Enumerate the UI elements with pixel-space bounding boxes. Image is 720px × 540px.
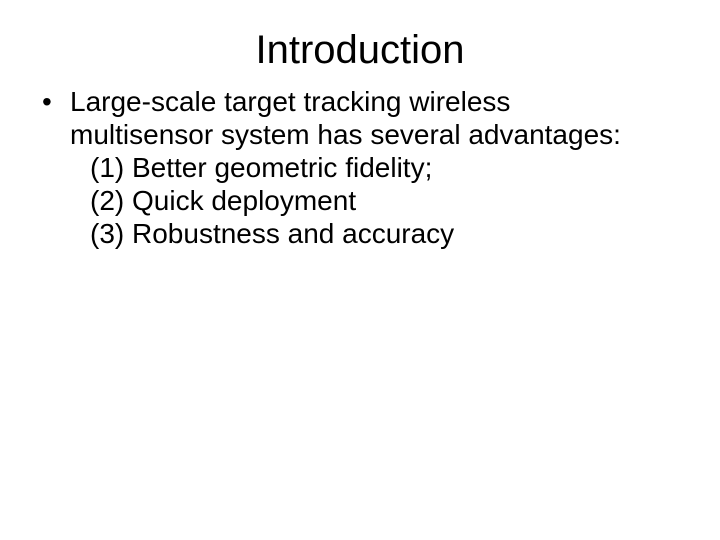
sub-item-3: (3) Robustness and accuracy bbox=[70, 217, 660, 250]
sub-item-1: (1) Better geometric fidelity; bbox=[70, 151, 660, 184]
bullet-lead-text: Large-scale target tracking wireless mul… bbox=[70, 86, 621, 150]
bullet-list: Large-scale target tracking wireless mul… bbox=[42, 85, 660, 250]
slide-title: Introduction bbox=[0, 0, 720, 85]
slide: Introduction Large-scale target tracking… bbox=[0, 0, 720, 540]
sub-item-2: (2) Quick deployment bbox=[70, 184, 660, 217]
bullet-item: Large-scale target tracking wireless mul… bbox=[42, 85, 660, 250]
slide-body: Large-scale target tracking wireless mul… bbox=[0, 85, 720, 250]
